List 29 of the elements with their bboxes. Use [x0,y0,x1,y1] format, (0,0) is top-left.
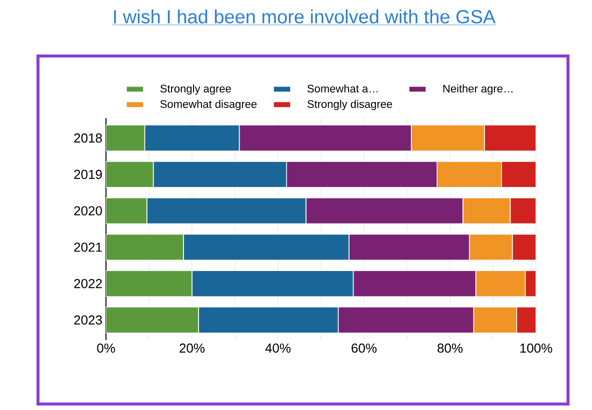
bar [510,197,536,224]
legend-label: Somewhat disagree [160,100,257,110]
bar [106,161,154,188]
legend-label: Strongly agree [160,84,231,95]
bar [106,124,146,152]
bar [484,124,536,152]
y-tick-label: 2020 [74,206,102,216]
bar [106,197,148,224]
y-tick-label: 2023 [74,315,102,325]
y-tick-label: 2021 [74,242,102,252]
legend-label: Somewhat a… [307,84,378,93]
x-tick-label: 100% [520,344,552,353]
x-tick-label: 20% [180,344,205,353]
x-tick-label: 60% [352,344,377,353]
bar [501,161,536,188]
y-tick-label: 2022 [74,278,102,288]
x-tick-label: 80% [438,344,463,353]
chart-title: I wish I had been more involved with the GSA [114,10,496,24]
bar [106,306,199,334]
legend-label: Strongly disagree [307,100,392,110]
bar [106,234,184,261]
legend-label: Neither agre… [443,84,512,95]
x-tick-label: 0% [97,344,115,353]
bar [516,306,536,334]
bar [512,234,536,261]
y-tick-label: 2019 [74,170,102,180]
x-tick-label: 40% [265,344,291,353]
y-tick-label: 2018 [74,133,102,143]
bar [106,270,192,297]
